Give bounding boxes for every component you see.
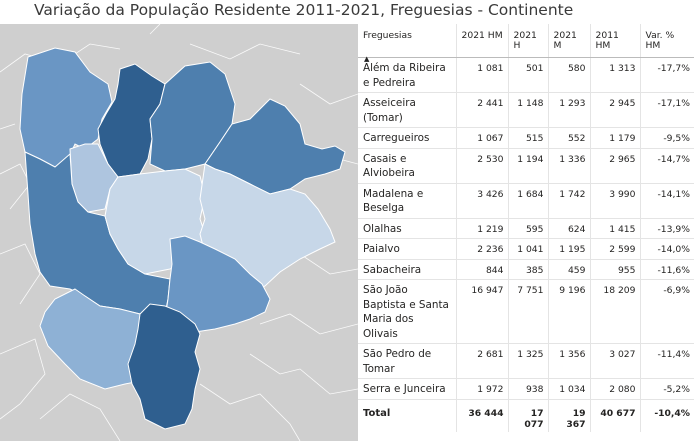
- column-header-2021-hm[interactable]: 2021 HM: [456, 24, 509, 58]
- sort-ascending-icon[interactable]: ▲: [364, 55, 370, 63]
- choropleth-map[interactable]: [0, 24, 358, 441]
- population-table: Freguesias ▲ 2021 HM 2021 H 2021 M 2011 H…: [358, 24, 698, 441]
- region-sabacheira[interactable]: [127, 303, 201, 430]
- table-row[interactable]: Sabacheira 844 385 459 955 -11,6%: [358, 259, 694, 280]
- column-header-2021-m[interactable]: 2021 M: [548, 24, 591, 58]
- table-row[interactable]: Olalhas 1 219 595 624 1 415 -13,9%: [358, 218, 694, 239]
- table-row[interactable]: Madalena e Beselga 3 426 1 684 1 742 3 990 -1…: [358, 183, 694, 219]
- region-asseiceira-tomar[interactable]: [164, 235, 271, 333]
- table-row[interactable]: Paialvo 2 236 1 041 1 195 2 599 -14,0%: [358, 238, 694, 260]
- table-row[interactable]: São João Baptista e Santa Maria dos Oliv…: [358, 279, 694, 344]
- column-header-var-hm[interactable]: Var. % HM: [640, 24, 694, 58]
- table-row[interactable]: Casais e Alviobeira 2 530 1 194 1 336 2 965-…: [358, 148, 694, 184]
- table-row[interactable]: Serra e Junceira 1 972 938 1 034 2 080 -5,2%: [358, 378, 694, 400]
- column-header-2011-hm[interactable]: 2011 HM: [590, 24, 641, 58]
- column-header-2021-h[interactable]: 2021 H: [508, 24, 549, 58]
- table-row[interactable]: Asseiceira (Tomar) 2 441 1 148 1 293 2 945 -1…: [358, 92, 694, 128]
- table-header-row: Freguesias ▲ 2021 HM 2021 H 2021 M 2011 H…: [358, 24, 694, 63]
- table-total-row: Total 36 444 17 077 19 367 40 677 -10,4%: [358, 398, 694, 432]
- page-title: Variação da População Residente 2011-202…: [34, 1, 574, 19]
- column-header-freguesias[interactable]: Freguesias ▲: [358, 24, 457, 63]
- table-row[interactable]: Carregueiros 1 067 515 552 1 179 -9,5%: [358, 127, 694, 149]
- table-row[interactable]: Além da Ribeira e Pedreira 1 081 501 580 1 3…: [358, 57, 694, 93]
- table-row[interactable]: São Pedro de Tomar 2 681 1 325 1 356 3 027 -1…: [358, 343, 694, 379]
